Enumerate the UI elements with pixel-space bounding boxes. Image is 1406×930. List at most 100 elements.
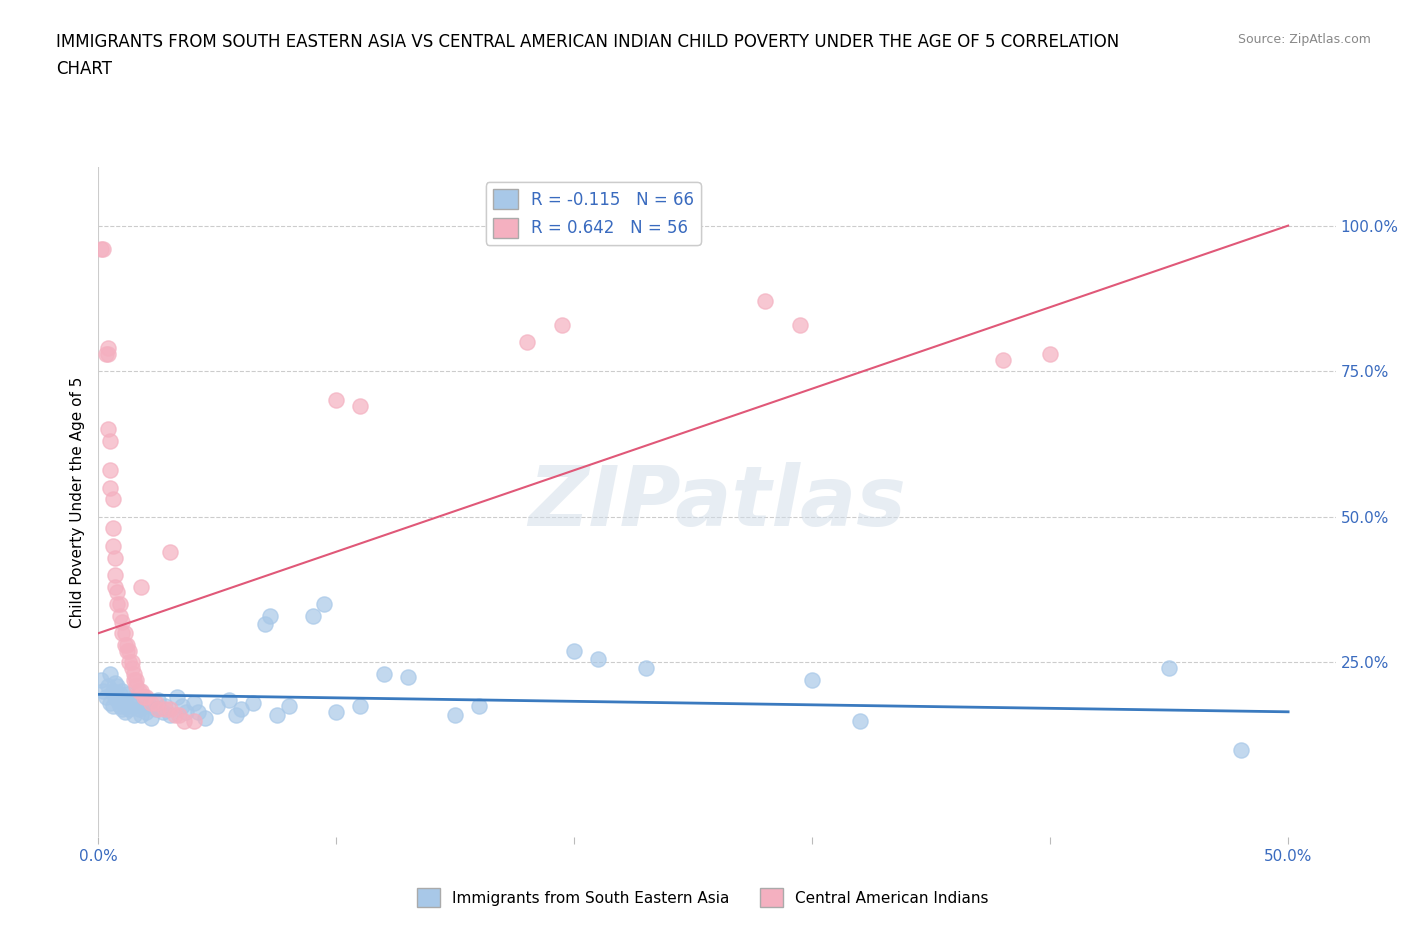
Point	[121, 693, 143, 708]
Point	[145, 701, 167, 716]
Point	[207, 698, 229, 713]
Point	[991, 352, 1014, 367]
Legend: R = -0.115   N = 66, R = 0.642   N = 56: R = -0.115 N = 66, R = 0.642 N = 56	[486, 182, 700, 245]
Point	[259, 608, 281, 623]
Point	[104, 675, 127, 690]
Point	[231, 701, 253, 716]
Point	[111, 614, 134, 629]
Point	[97, 422, 120, 437]
Point	[118, 701, 141, 716]
Point	[187, 704, 209, 719]
Point	[849, 713, 872, 728]
Point	[125, 672, 148, 687]
Point	[101, 538, 124, 553]
Point	[468, 698, 491, 713]
Legend: Immigrants from South Eastern Asia, Central American Indians: Immigrants from South Eastern Asia, Cent…	[411, 883, 995, 913]
Point	[218, 693, 240, 708]
Point	[145, 696, 167, 711]
Point	[139, 711, 162, 725]
Point	[101, 492, 124, 507]
Point	[225, 708, 247, 723]
Point	[349, 698, 371, 713]
Point	[128, 701, 150, 716]
Point	[115, 698, 138, 713]
Point	[129, 708, 152, 723]
Point	[98, 667, 121, 682]
Point	[115, 637, 138, 652]
Point	[277, 698, 299, 713]
Point	[349, 399, 371, 414]
Point	[97, 678, 120, 693]
Point	[107, 678, 129, 693]
Text: IMMIGRANTS FROM SOUTH EASTERN ASIA VS CENTRAL AMERICAN INDIAN CHILD POVERTY UNDE: IMMIGRANTS FROM SOUTH EASTERN ASIA VS CE…	[56, 33, 1119, 50]
Point	[138, 696, 160, 711]
Point	[152, 704, 174, 719]
Point	[107, 585, 129, 600]
Point	[94, 346, 117, 361]
Point	[132, 698, 155, 713]
Point	[159, 544, 181, 559]
Point	[108, 687, 131, 702]
Point	[396, 670, 419, 684]
Point	[194, 711, 217, 725]
Point	[159, 708, 181, 723]
Point	[170, 698, 193, 713]
Point	[183, 713, 205, 728]
Point	[104, 690, 127, 705]
Text: Source: ZipAtlas.com: Source: ZipAtlas.com	[1237, 33, 1371, 46]
Point	[122, 698, 145, 713]
Point	[108, 608, 131, 623]
Point	[266, 708, 288, 723]
Point	[111, 684, 134, 698]
Point	[551, 317, 574, 332]
Point	[132, 690, 155, 705]
Point	[98, 433, 121, 448]
Text: ZIPatlas: ZIPatlas	[529, 461, 905, 543]
Point	[97, 346, 120, 361]
Point	[114, 704, 136, 719]
Point	[129, 579, 152, 594]
Point	[301, 608, 323, 623]
Point	[1229, 742, 1251, 757]
Point	[104, 579, 127, 594]
Point	[146, 701, 169, 716]
Point	[101, 521, 124, 536]
Point	[128, 684, 150, 698]
Point	[94, 690, 117, 705]
Point	[121, 660, 143, 675]
Point	[153, 701, 176, 716]
Point	[101, 698, 124, 713]
Point	[135, 690, 157, 705]
Point	[176, 704, 198, 719]
Point	[104, 567, 127, 582]
Point	[242, 696, 264, 711]
Point	[108, 597, 131, 612]
Point	[115, 687, 138, 702]
Point	[98, 696, 121, 711]
Point	[125, 693, 148, 708]
Point	[97, 340, 120, 355]
Point	[98, 480, 121, 495]
Point	[91, 242, 114, 257]
Y-axis label: Child Poverty Under the Age of 5: Child Poverty Under the Age of 5	[70, 377, 86, 628]
Point	[1039, 346, 1062, 361]
Point	[139, 696, 162, 711]
Point	[754, 294, 776, 309]
Point	[122, 708, 145, 723]
Point	[90, 672, 112, 687]
Point	[111, 701, 134, 716]
Point	[98, 463, 121, 478]
Point	[373, 667, 395, 682]
Point	[90, 242, 112, 257]
Point	[118, 655, 141, 670]
Point	[125, 678, 148, 693]
Point	[107, 597, 129, 612]
Point	[153, 698, 176, 713]
Point	[444, 708, 467, 723]
Point	[325, 704, 347, 719]
Point	[114, 696, 136, 711]
Point	[634, 660, 657, 675]
Point	[135, 704, 157, 719]
Point	[562, 644, 585, 658]
Point	[122, 667, 145, 682]
